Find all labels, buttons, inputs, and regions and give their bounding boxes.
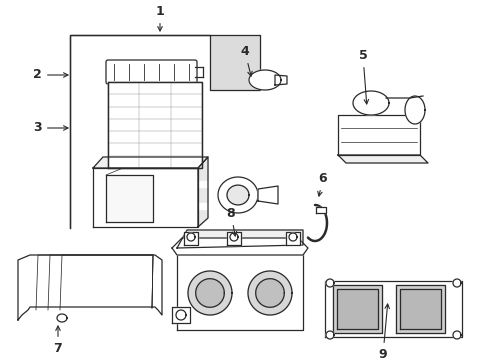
Polygon shape: [404, 96, 424, 124]
Polygon shape: [106, 175, 153, 222]
Polygon shape: [172, 238, 307, 255]
Polygon shape: [57, 314, 67, 322]
Text: 6: 6: [317, 172, 326, 196]
Polygon shape: [399, 289, 440, 329]
Polygon shape: [198, 181, 221, 187]
Polygon shape: [248, 70, 281, 90]
Polygon shape: [352, 91, 388, 115]
Polygon shape: [452, 279, 460, 287]
Polygon shape: [183, 232, 198, 245]
Polygon shape: [255, 279, 284, 307]
Polygon shape: [337, 115, 419, 155]
Polygon shape: [70, 35, 260, 228]
Polygon shape: [187, 271, 231, 315]
Polygon shape: [247, 271, 291, 315]
Polygon shape: [195, 279, 224, 307]
Polygon shape: [186, 233, 195, 241]
Text: 3: 3: [33, 121, 68, 135]
Polygon shape: [336, 289, 377, 329]
Polygon shape: [198, 157, 207, 227]
Text: 5: 5: [358, 49, 368, 104]
Polygon shape: [258, 186, 278, 204]
Polygon shape: [172, 307, 190, 323]
Bar: [108, 82, 202, 168]
Text: 7: 7: [54, 326, 62, 355]
Polygon shape: [93, 157, 207, 168]
Polygon shape: [226, 185, 248, 205]
Polygon shape: [226, 232, 241, 245]
Polygon shape: [285, 232, 299, 245]
Polygon shape: [93, 168, 198, 227]
Polygon shape: [337, 155, 427, 163]
Text: 4: 4: [240, 45, 252, 76]
Text: 8: 8: [226, 207, 236, 236]
Text: 1: 1: [155, 5, 164, 31]
Polygon shape: [325, 279, 333, 287]
Polygon shape: [177, 230, 303, 248]
FancyBboxPatch shape: [106, 60, 197, 84]
Polygon shape: [395, 285, 444, 333]
Polygon shape: [218, 177, 258, 213]
Polygon shape: [198, 203, 221, 209]
Polygon shape: [229, 233, 238, 241]
Text: 2: 2: [33, 68, 68, 81]
Polygon shape: [315, 207, 325, 213]
Polygon shape: [176, 310, 185, 320]
Polygon shape: [325, 281, 461, 337]
Polygon shape: [288, 233, 296, 241]
Polygon shape: [325, 331, 333, 339]
Text: 9: 9: [378, 304, 388, 360]
Polygon shape: [18, 255, 162, 320]
Polygon shape: [274, 75, 286, 85]
Polygon shape: [332, 285, 381, 333]
Polygon shape: [177, 248, 303, 330]
Polygon shape: [452, 331, 460, 339]
